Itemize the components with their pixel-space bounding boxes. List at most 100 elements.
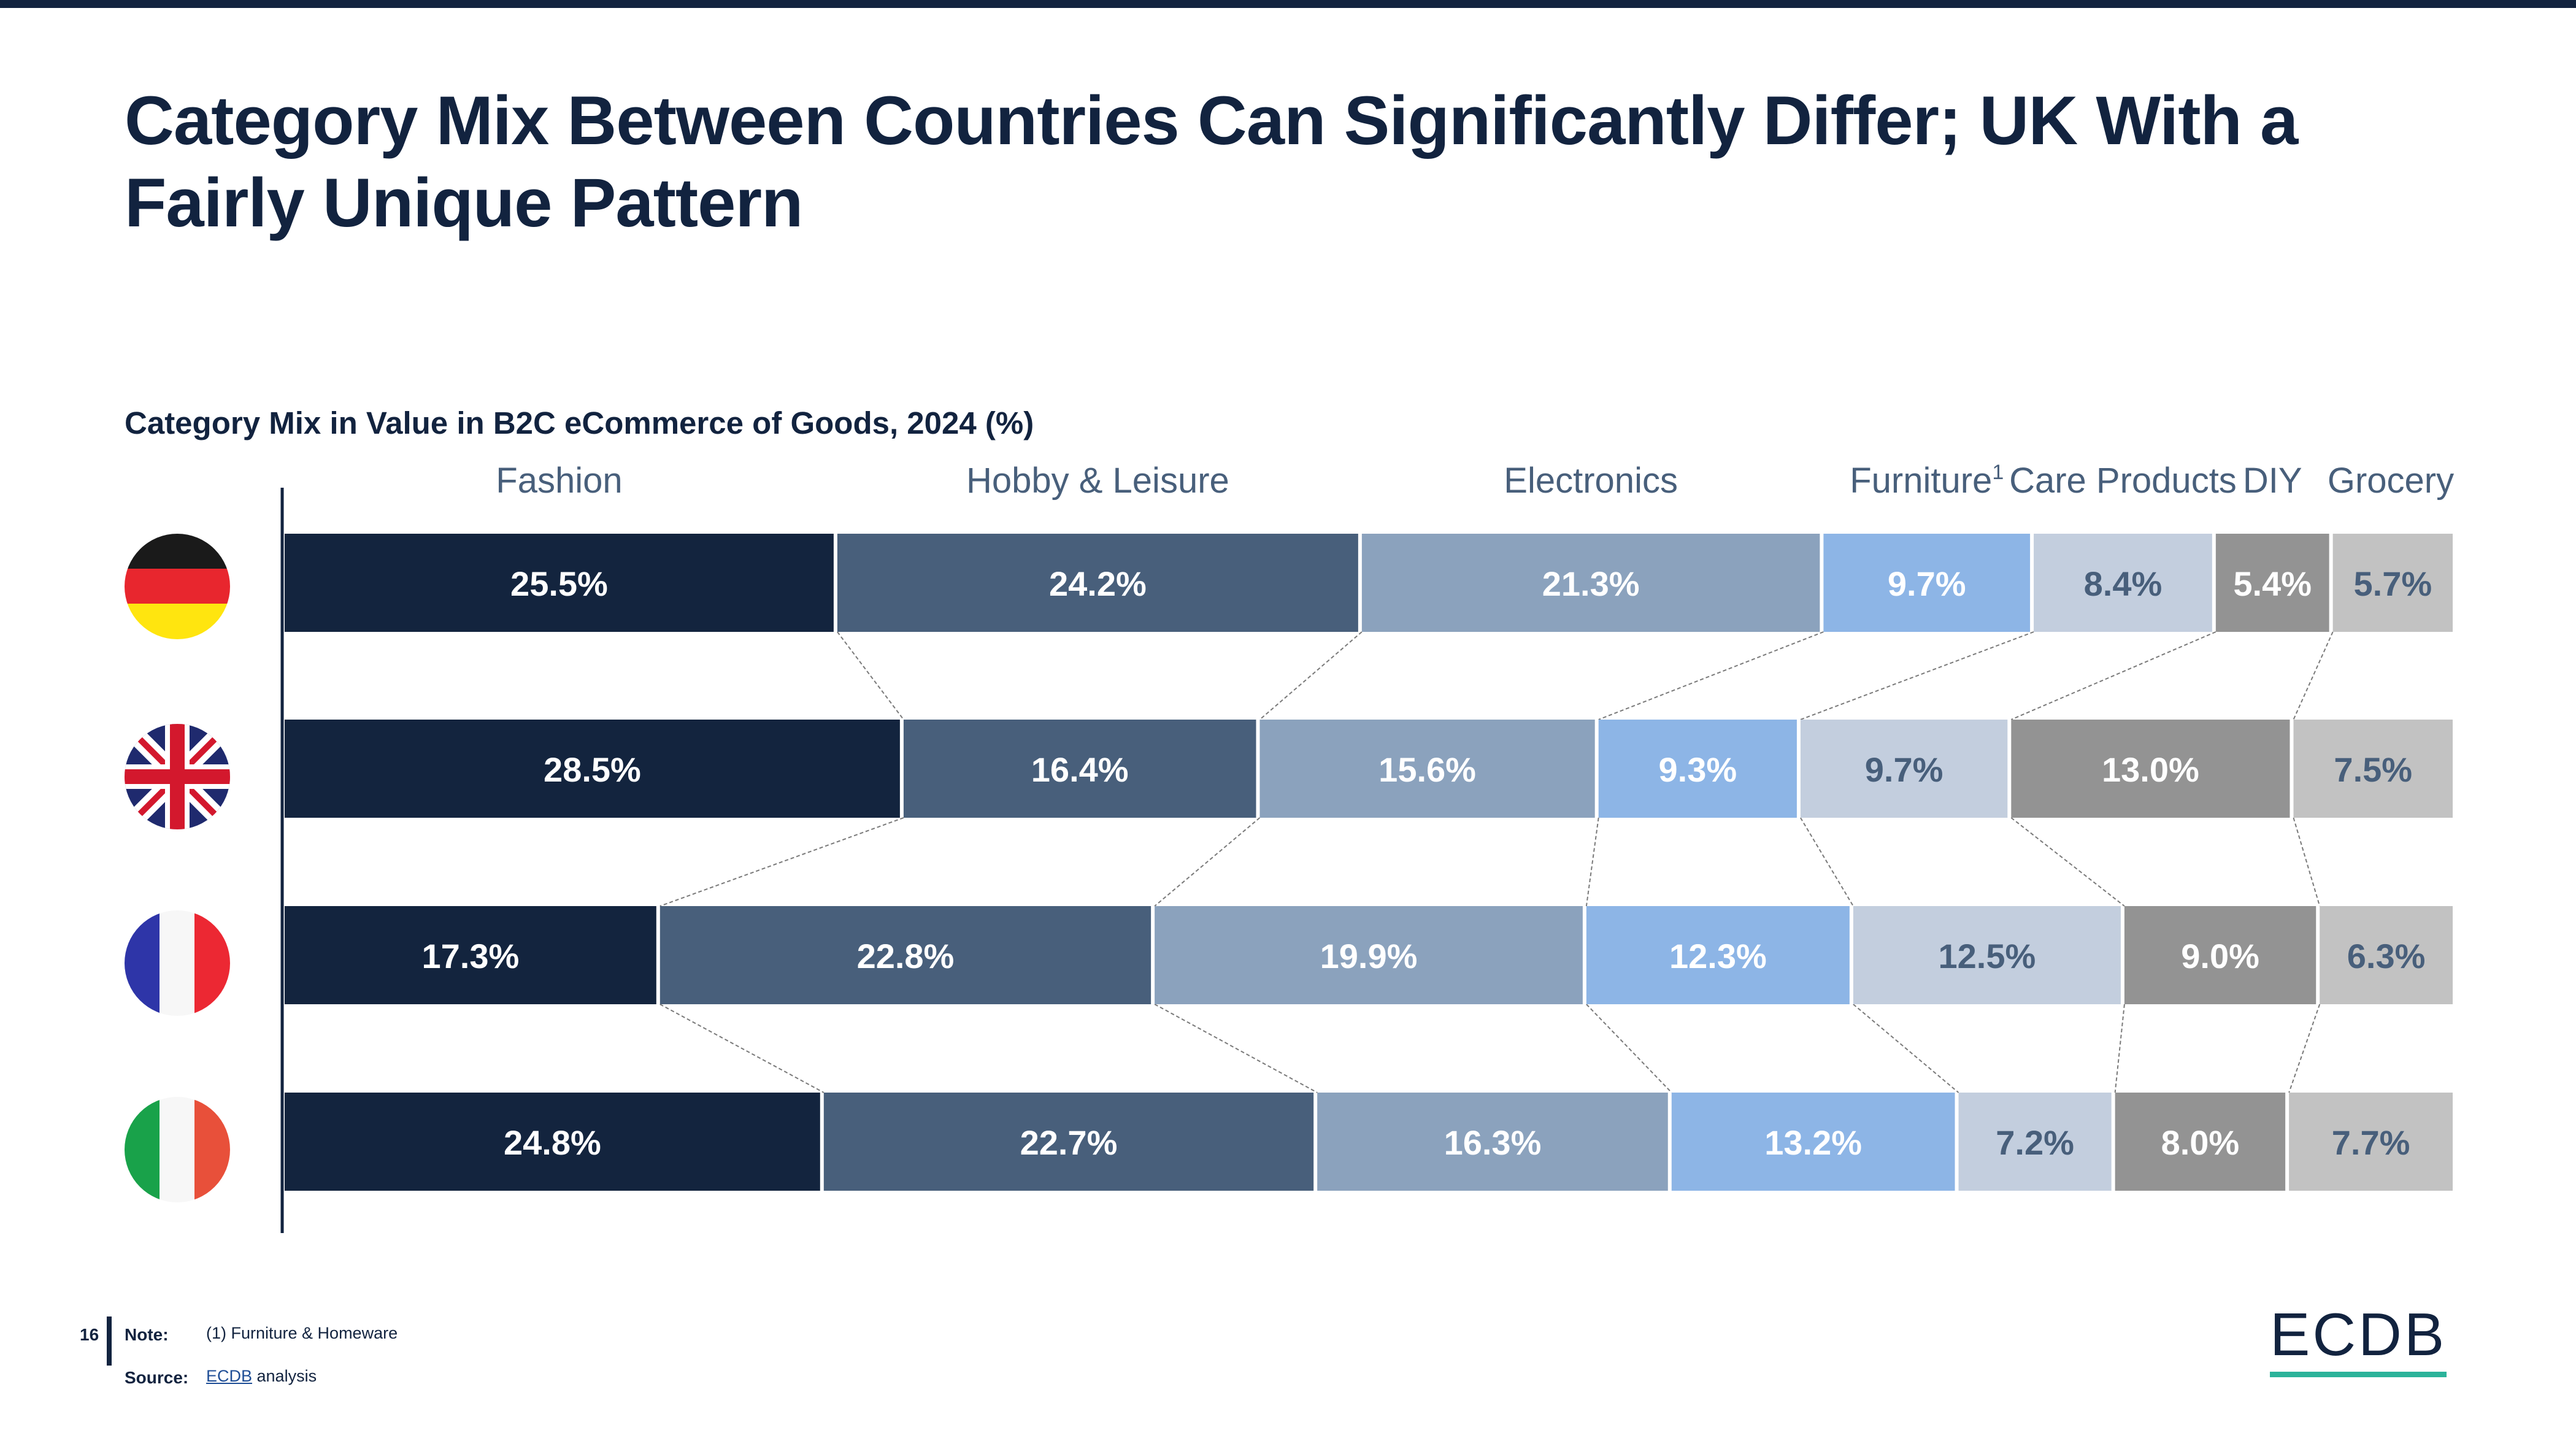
germany-flag-icon	[125, 534, 230, 639]
connector-line	[1598, 631, 1824, 720]
data-label: 24.8%	[504, 1123, 601, 1162]
footnote-mark: 1	[1992, 461, 2004, 484]
connector-line	[1154, 1004, 1318, 1093]
data-label: 21.3%	[1542, 564, 1640, 603]
note-label: Note:	[125, 1325, 169, 1344]
data-label: 7.7%	[2332, 1123, 2410, 1162]
bar-france-grocery	[2320, 906, 2453, 1004]
connector-line	[1800, 817, 1854, 907]
page-title: Category Mix Between Countries Can Signi…	[125, 80, 2456, 244]
connector-line	[2288, 1004, 2321, 1093]
legend-label-fashion: Fashion	[496, 461, 622, 501]
connector-line	[1586, 1004, 1672, 1093]
top-rule	[0, 0, 2576, 8]
source-label: Source:	[125, 1368, 189, 1387]
source-text: ECDB analysis	[206, 1367, 317, 1386]
bar-germany-hobby-leisure	[837, 534, 1358, 632]
ecdb-logo: ECDB	[2270, 1301, 2447, 1368]
legend-label-diy: DIY	[2243, 461, 2302, 501]
data-label: 12.5%	[1938, 937, 2036, 975]
data-label: 24.2%	[1049, 564, 1147, 603]
logo-underline	[2270, 1372, 2447, 1377]
connector-line	[2010, 817, 2125, 907]
data-label: 17.3%	[422, 937, 520, 975]
bar-united-kingdom-care-products	[1800, 720, 2008, 818]
italy-flag-icon	[125, 1097, 230, 1202]
bar-united-kingdom-furniture	[1598, 720, 1797, 818]
page-title-line-2: Fairly Unique Pattern	[125, 164, 803, 241]
bar-germany-diy	[2215, 534, 2329, 632]
bar-italy-electronics	[1317, 1093, 1668, 1191]
data-label: 5.4%	[2233, 564, 2312, 603]
bar-united-kingdom-fashion	[285, 720, 900, 818]
bar-germany-furniture	[1823, 534, 2031, 632]
data-label: 13.0%	[2102, 750, 2199, 789]
bar-france-electronics	[1155, 906, 1583, 1004]
connector-line	[2293, 631, 2334, 720]
bar-italy-diy	[2115, 1093, 2286, 1191]
data-label: 7.2%	[1996, 1123, 2074, 1162]
bar-france-diy	[2124, 906, 2316, 1004]
bar-italy-care-products	[1958, 1093, 2112, 1191]
data-label: 16.3%	[1444, 1123, 1542, 1162]
data-label: 9.0%	[2181, 937, 2259, 975]
connector-line	[1853, 1004, 1959, 1093]
data-label: 8.4%	[2084, 564, 2163, 603]
data-label: 8.0%	[2161, 1123, 2240, 1162]
bar-italy-grocery	[2289, 1093, 2453, 1191]
connector-line	[1259, 631, 1363, 720]
bar-germany-grocery	[2332, 534, 2453, 632]
data-label: 6.3%	[2347, 937, 2426, 975]
bar-france-fashion	[285, 906, 656, 1004]
legend-label-hobby-leisure: Hobby & Leisure	[966, 461, 1229, 501]
connector-line	[1585, 817, 1599, 907]
connector-line	[1800, 631, 2034, 720]
bar-germany-fashion	[285, 534, 834, 632]
bar-france-care-products	[1853, 906, 2121, 1004]
source-suffix: analysis	[252, 1367, 317, 1385]
data-label: 9.3%	[1658, 750, 1737, 789]
data-label: 22.7%	[1020, 1123, 1118, 1162]
bar-germany-care-products	[2034, 534, 2212, 632]
bar-france-hobby-leisure	[659, 906, 1152, 1004]
connector-line	[2293, 817, 2321, 907]
data-label: 12.3%	[1669, 937, 1767, 975]
data-label: 19.9%	[1320, 937, 1418, 975]
legend-label-furniture: Furniture1	[1850, 461, 2004, 501]
note-text: (1) Furniture & Homeware	[206, 1324, 398, 1342]
legend-label-care-products: Care Products	[2009, 461, 2237, 501]
bar-italy-furniture	[1671, 1093, 1955, 1191]
page-title-line-1: Category Mix Between Countries Can Signi…	[125, 82, 2298, 159]
legend-label-grocery: Grocery	[2328, 461, 2454, 501]
data-label: 22.8%	[857, 937, 955, 975]
data-label: 16.4%	[1031, 750, 1129, 789]
source-link[interactable]: ECDB	[206, 1367, 253, 1385]
connector-line	[1154, 817, 1261, 907]
bar-united-kingdom-diy	[2011, 720, 2290, 818]
chart-title: Category Mix in Value in B2C eCommerce o…	[125, 405, 1034, 440]
data-label: 25.5%	[510, 564, 608, 603]
connector-line	[2010, 631, 2217, 720]
legend-label-electronics: Electronics	[1504, 461, 1678, 501]
bar-united-kingdom-grocery	[2293, 720, 2453, 818]
uk-flag-icon	[125, 724, 230, 829]
bar-france-furniture	[1586, 906, 1850, 1004]
connector-line	[837, 631, 904, 720]
bar-united-kingdom-electronics	[1259, 720, 1595, 818]
data-label: 5.7%	[2353, 564, 2432, 603]
connector-line	[659, 1004, 825, 1093]
page-number-divider	[107, 1316, 112, 1366]
data-label: 13.2%	[1764, 1123, 1862, 1162]
bar-italy-hobby-leisure	[823, 1093, 1314, 1191]
data-label: 15.6%	[1378, 750, 1476, 789]
data-label: 9.7%	[1888, 564, 1966, 603]
bar-germany-electronics	[1361, 534, 1820, 632]
bar-italy-fashion	[285, 1093, 820, 1191]
data-label: 28.5%	[544, 750, 641, 789]
france-flag-icon	[125, 910, 230, 1016]
connector-line	[659, 817, 904, 907]
connector-line	[2114, 1004, 2125, 1093]
page-number: 16	[80, 1325, 99, 1344]
bar-united-kingdom-hobby-leisure	[903, 720, 1256, 818]
